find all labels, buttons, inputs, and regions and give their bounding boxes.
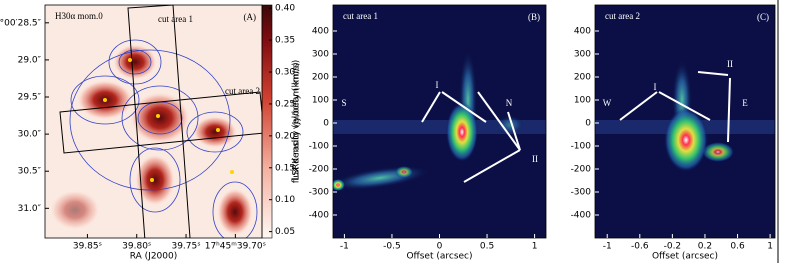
x-tick-label: 39.85ˢ [73, 242, 102, 252]
y-tick-label: 200 [574, 72, 591, 82]
x-axis-label: Offset (arcsec) [652, 252, 718, 262]
x-tick-label: 39.80ˢ [122, 242, 151, 252]
panel-title: H30α mom.0 [55, 11, 103, 21]
y-tick-label: 100 [574, 95, 591, 105]
colorbar-tick-label: 0.40 [275, 4, 295, 14]
x-tick-label: -0.2 [664, 242, 682, 252]
colorbar-tick-label: 0.30 [275, 68, 295, 78]
x-tick-label: 1 [532, 242, 538, 252]
x-tick-label: 0 [437, 242, 443, 252]
y-tick-label: -100 [571, 141, 592, 151]
panel-label: (C) [757, 12, 769, 22]
x-tick-label: -1 [340, 242, 349, 252]
colorbar-tick-label: 0.20 [275, 131, 295, 141]
x-tick-label: 0.6 [730, 242, 745, 252]
colorbar-tick-label: 0.10 [275, 195, 295, 205]
colorbar-tick-label: 0.05 [275, 227, 295, 237]
y-axis-label: LSRK radio velocity (km/s) [292, 62, 302, 180]
x-tick-label: -0.5 [383, 242, 401, 252]
map-image [45, 5, 262, 238]
y-tick-label: 0 [585, 118, 591, 128]
x-tick-label: 39.75ˢ [171, 242, 200, 252]
colorbar-label: flux density (Jy/beam km/s) [292, 60, 302, 184]
y-tick-label: −29°00′28.5″ [0, 18, 42, 28]
plot-frame [594, 4, 776, 239]
x-tick-label: 0.5 [480, 242, 494, 252]
x-tick-label: -1 [603, 242, 612, 252]
annotation: N [506, 98, 513, 108]
y-tick-label: 300 [312, 49, 329, 59]
annotation: I [654, 82, 657, 92]
x-tick-label: 0.2 [698, 242, 712, 252]
y-tick-label: -400 [309, 210, 330, 220]
colorbar-tick-label: 0.25 [275, 99, 295, 109]
panel-label: (A) [244, 12, 257, 22]
y-tick-label: 30.0″ [18, 130, 42, 140]
x-tick-label: 1 [767, 242, 773, 252]
x-axis-label: Offset (arcsec) [406, 252, 472, 262]
y-tick-label: -300 [309, 187, 330, 197]
annotation: II [532, 154, 538, 164]
y-tick-label: 400 [312, 26, 329, 36]
y-tick-label: 100 [312, 95, 329, 105]
y-tick-label: -200 [571, 164, 592, 174]
x-tick-label: -0.6 [631, 242, 649, 252]
pv-image [595, 5, 775, 238]
plot-frame [44, 4, 263, 239]
panel-label: (B) [528, 12, 540, 22]
y-tick-label: -200 [309, 164, 330, 174]
arrows [421, 71, 731, 183]
y-tick-label: 31.0″ [18, 204, 42, 214]
y-tick-label: 200 [312, 72, 329, 82]
y-tick-label: 400 [574, 26, 591, 36]
annotation: W [603, 98, 612, 108]
annotation: S [341, 98, 346, 108]
y-tick-label: 300 [574, 49, 591, 59]
annotation: I [436, 80, 439, 90]
y-tick-label: 29.0″ [18, 55, 42, 65]
annotation: II [727, 59, 733, 69]
annotation: E [742, 98, 748, 108]
pv-image [333, 5, 546, 238]
x-tick-label: 17ʰ45ᵐ39.70ˢ [205, 242, 266, 252]
y-tick-label: -100 [309, 141, 330, 151]
panel-title: cut area 2 [605, 11, 640, 21]
colorbar-tick-label: 0.35 [275, 36, 295, 46]
y-tick-label: -300 [571, 187, 592, 197]
y-tick-label: -400 [571, 210, 592, 220]
y-tick-label: 0 [323, 118, 329, 128]
y-tick-label: 30.5″ [18, 167, 42, 177]
x-axis-label: RA (J2000) [130, 252, 178, 262]
annotation: cut area 1 [158, 14, 193, 24]
colorbar-tick-label: 0.15 [275, 163, 295, 173]
annotation: cut area 2 [225, 86, 260, 96]
panel-title: cut area 1 [343, 11, 378, 21]
y-tick-label: 29.5″ [18, 93, 42, 103]
